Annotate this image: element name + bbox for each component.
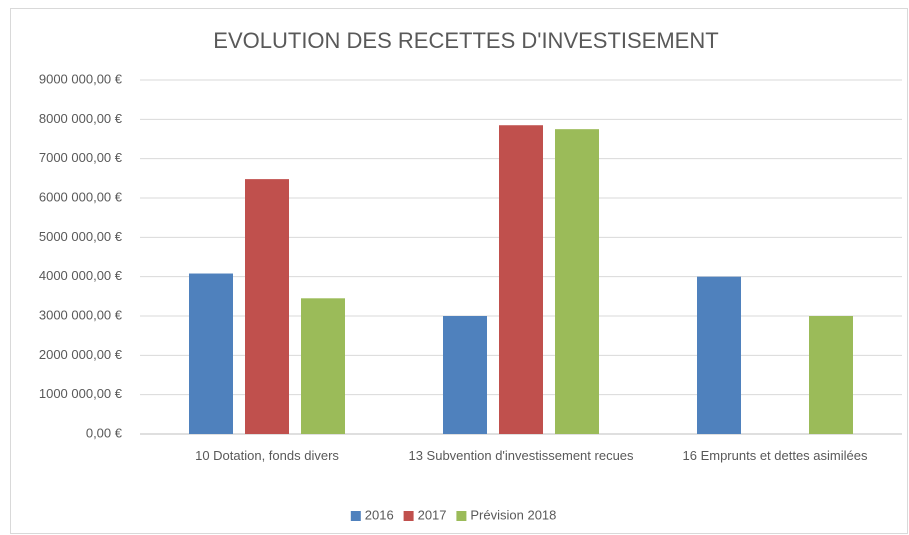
y-tick-label: 1000 000,00 € xyxy=(39,386,123,401)
y-tick-label: 6000 000,00 € xyxy=(39,189,123,204)
y-tick-label: 9000 000,00 € xyxy=(39,71,123,86)
chart-frame xyxy=(10,8,908,534)
bar xyxy=(809,316,853,434)
legend-swatch xyxy=(403,511,414,521)
bar xyxy=(443,316,487,434)
bar xyxy=(697,276,741,434)
chart-title: EVOLUTION DES RECETTES D'INVESTISEMENT xyxy=(213,28,718,53)
y-tick-label: 8000 000,00 € xyxy=(39,111,123,126)
x-tick-label: 16 Emprunts et dettes asimilées xyxy=(682,448,868,463)
bar xyxy=(189,273,233,434)
y-tick-label: 2000 000,00 € xyxy=(39,347,123,362)
x-tick-label: 10 Dotation, fonds divers xyxy=(195,448,339,463)
legend-label: 2017 xyxy=(418,507,447,522)
bar xyxy=(301,298,345,434)
legend-swatch xyxy=(456,511,467,521)
legend-swatch xyxy=(350,511,361,521)
bar xyxy=(555,129,599,434)
bar xyxy=(499,125,543,434)
legend-label: 2016 xyxy=(365,507,394,522)
y-tick-label: 3000 000,00 € xyxy=(39,307,123,322)
y-tick-label: 0,00 € xyxy=(86,425,123,440)
y-tick-label: 5000 000,00 € xyxy=(39,229,123,244)
bar xyxy=(245,179,289,434)
legend-label: Prévision 2018 xyxy=(470,507,556,522)
x-tick-label: 13 Subvention d'investissement recues xyxy=(408,448,634,463)
y-tick-label: 7000 000,00 € xyxy=(39,150,123,165)
y-tick-label: 4000 000,00 € xyxy=(39,268,123,283)
